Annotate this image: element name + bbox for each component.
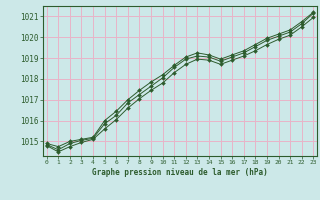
- X-axis label: Graphe pression niveau de la mer (hPa): Graphe pression niveau de la mer (hPa): [92, 168, 268, 177]
